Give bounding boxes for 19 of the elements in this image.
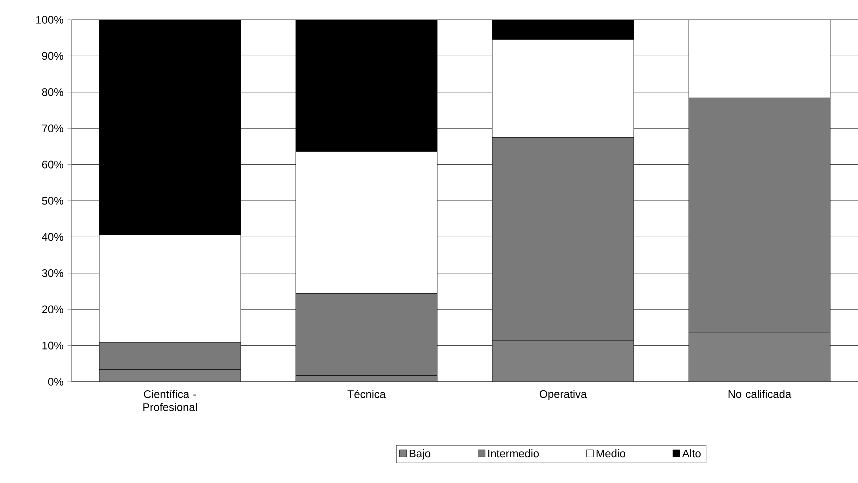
x-tick-label: No calificada [728, 390, 792, 398]
x-tick-label: Operativa [540, 390, 588, 400]
x-tick-label: Científica - Profesional [144, 390, 198, 412]
y-tick-label: 50% [42, 197, 64, 205]
y-tick-label: 90% [42, 52, 64, 60]
legend-label: Bajo [410, 450, 431, 460]
y-tick-label: 60% [42, 160, 64, 169]
y-tick-label: 80% [42, 88, 64, 96]
y-tick-label: 10% [42, 342, 64, 350]
y-tick-label: 0% [48, 378, 64, 386]
legend-label: Intermedio [488, 450, 540, 458]
y-tick-label: 40% [42, 233, 64, 242]
y-tick-label: 70% [42, 124, 64, 132]
y-tick-label: 30% [42, 269, 64, 278]
legend-label: Medio [596, 450, 626, 458]
y-tick-label: 100% [36, 16, 64, 24]
legend-label: Alto [682, 450, 701, 458]
y-tick-label: 20% [42, 306, 64, 314]
x-tick-label: Técnica [348, 390, 386, 398]
